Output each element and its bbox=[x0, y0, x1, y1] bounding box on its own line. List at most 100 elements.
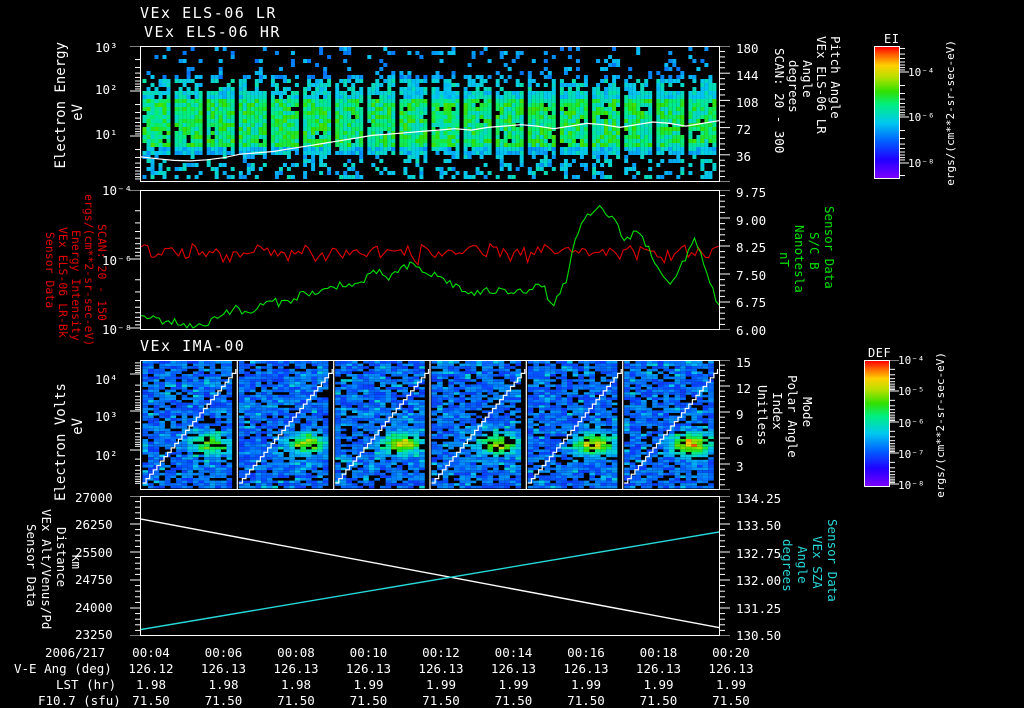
colorbar2-tick-1: 10⁻⁵ bbox=[898, 385, 925, 398]
panel4-right-label-2: Angle bbox=[795, 546, 810, 584]
panel4-ytick-3: 24750 bbox=[75, 572, 113, 587]
panel4-ytick-0: 27000 bbox=[75, 490, 113, 505]
footer-lst-4: 1.99 bbox=[425, 677, 457, 692]
footer-ve-ang-0: 126.12 bbox=[128, 661, 174, 676]
panel2-y2tick-5: 6.00 bbox=[736, 323, 767, 338]
panel1-right-label-4: SCAN: 20 - 300 bbox=[772, 48, 787, 154]
panel4-y2tick-1: 133.50 bbox=[736, 518, 782, 533]
colorbar2-title: DEF bbox=[868, 346, 892, 360]
footer-f107-8: 71.50 bbox=[712, 693, 750, 708]
panel2-right-label-3: nT bbox=[777, 252, 792, 268]
colorbar2-tick-4: 10⁻⁸ bbox=[898, 479, 925, 492]
panel2-line-canvas bbox=[141, 204, 719, 329]
footer-ve-ang-6: 126.13 bbox=[563, 661, 609, 676]
footer-ve-ang-7: 126.13 bbox=[635, 661, 682, 676]
panel1-title-hr: VEx ELS-06 HR bbox=[144, 23, 281, 41]
panel4-left-label-2: Distance bbox=[54, 527, 69, 588]
panel1-right-label-3: degrees bbox=[786, 60, 801, 113]
footer-time-4: 00:12 bbox=[422, 645, 460, 660]
colorbar1-tick-1: 10⁻⁶ bbox=[908, 111, 935, 124]
panel4-y2tick-3: 132.00 bbox=[736, 573, 782, 588]
colorbar2-gradient bbox=[864, 360, 890, 487]
footer-ve-ang-8: 126.13 bbox=[708, 661, 754, 676]
colorbar1-gradient bbox=[874, 46, 900, 179]
panel3-y2tick-1: 12 bbox=[736, 381, 752, 396]
panel2-ytick-1: 10⁻⁶ bbox=[102, 253, 133, 268]
panel2-y2tick-0: 9.75 bbox=[736, 185, 767, 200]
footer-lst-8: 1.99 bbox=[715, 677, 747, 692]
panel1-right-ticks bbox=[719, 46, 730, 182]
footer-lst-6: 1.99 bbox=[570, 677, 602, 692]
panel3-right-ticks bbox=[719, 360, 730, 490]
colorbar1-tick-2: 10⁻⁸ bbox=[908, 157, 935, 170]
panel1-left-ticks bbox=[130, 46, 141, 180]
panel4-right-ticks bbox=[719, 496, 730, 636]
panel3-right-label-3: Unitless bbox=[755, 385, 770, 446]
panel4-plot-area bbox=[140, 496, 720, 636]
panel3-title: VEx IMA-00 bbox=[140, 337, 246, 355]
panel1-right-label-1: VEx ELS-06 LR bbox=[814, 36, 829, 134]
footer-ve-ang-2: 126.13 bbox=[273, 661, 319, 676]
panel4-ytick-2: 25500 bbox=[75, 545, 113, 560]
panel2-y2tick-4: 6.75 bbox=[736, 295, 767, 310]
panel2-left-label-0: Sensor Data bbox=[43, 232, 57, 309]
panel3-plot-area bbox=[140, 360, 720, 490]
panel2-y2tick-2: 8.25 bbox=[736, 240, 767, 255]
panel4-right-label-3: degrees bbox=[780, 539, 795, 592]
panel4-y2tick-2: 132.75 bbox=[736, 546, 782, 561]
panel3-ytick-0: 10⁴ bbox=[95, 372, 118, 387]
panel3-y2tick-0: 15 bbox=[736, 355, 752, 370]
panel4-right-label-0: Sensor Data bbox=[825, 519, 840, 602]
panel3-heatmap-canvas bbox=[142, 361, 719, 489]
panel2-right-label-2: Nanotesla bbox=[792, 225, 807, 293]
footer-time-0: 00:04 bbox=[132, 645, 170, 660]
footer-row-label-0: 2006/217 bbox=[45, 645, 106, 660]
colorbar2-tick-2: 10⁻⁶ bbox=[898, 417, 925, 430]
panel4-ytick-4: 24000 bbox=[75, 600, 113, 615]
panel4-ytick-5: 23250 bbox=[75, 627, 113, 642]
panel1-right-label-2: Angle bbox=[800, 60, 815, 98]
panel1-y2tick-4: 36 bbox=[736, 149, 752, 164]
panel3-y2tick-2: 9 bbox=[736, 407, 744, 422]
panel3-right-label-2: Index bbox=[770, 392, 785, 430]
footer-time-5: 00:14 bbox=[494, 645, 533, 660]
footer-time-6: 00:16 bbox=[567, 645, 605, 660]
panel2-y2tick-1: 9.00 bbox=[736, 213, 767, 228]
footer-time-7: 00:18 bbox=[639, 645, 678, 660]
colorbar1-tick-0: 10⁻⁴ bbox=[908, 66, 935, 79]
footer-f107-0: 71.50 bbox=[132, 693, 170, 708]
footer-lst-1: 1.98 bbox=[208, 677, 239, 692]
panel2-right-ticks bbox=[719, 190, 730, 330]
footer-ve-ang-4: 126.13 bbox=[418, 661, 464, 676]
footer-lst-3: 1.99 bbox=[353, 677, 384, 692]
panel4-left-label-1: VEx Alt/Venus/Pd bbox=[39, 509, 54, 630]
footer-time-1: 00:06 bbox=[204, 645, 243, 660]
panel1-scatter-canvas bbox=[141, 47, 719, 179]
footer-lst-0: 1.98 bbox=[135, 677, 167, 692]
panel3-left-axis-unit: eV bbox=[70, 418, 86, 435]
footer-f107-4: 71.50 bbox=[422, 693, 460, 708]
panel2-left-label-2: Energy Intensity bbox=[69, 230, 83, 341]
footer-f107-6: 71.50 bbox=[567, 693, 605, 708]
footer-f107-1: 71.50 bbox=[204, 693, 243, 708]
panel1-y2tick-1: 144 bbox=[736, 68, 759, 83]
panel4-left-ticks bbox=[130, 496, 141, 636]
panel4-ytick-1: 26250 bbox=[75, 517, 113, 532]
panel4-left-label-0: Sensor Data bbox=[24, 524, 39, 607]
panel3-ytick-2: 10² bbox=[95, 448, 118, 463]
panel4-y2tick-0: 134.25 bbox=[736, 491, 782, 506]
colorbar1-title: EI bbox=[884, 32, 900, 46]
footer-row-label-3: F10.7 (sfu) bbox=[38, 693, 121, 708]
panel3-right-label-0: Mode bbox=[800, 397, 815, 428]
footer-ve-ang-1: 126.13 bbox=[200, 661, 247, 676]
panel2-plot-area bbox=[140, 190, 720, 330]
panel4-right-label-1: VEx SZA bbox=[810, 536, 825, 589]
panel4-y2tick-5: 130.50 bbox=[736, 628, 782, 643]
panel3-ytick-1: 10³ bbox=[95, 409, 118, 424]
panel3-left-axis-label: Electron Volts bbox=[53, 383, 69, 502]
panel4-left-label-3: km bbox=[69, 554, 84, 570]
footer-row-label-2: LST (hr) bbox=[56, 677, 117, 692]
panel1-y2tick-2: 108 bbox=[736, 95, 759, 110]
panel3-y2tick-4: 3 bbox=[736, 459, 744, 474]
